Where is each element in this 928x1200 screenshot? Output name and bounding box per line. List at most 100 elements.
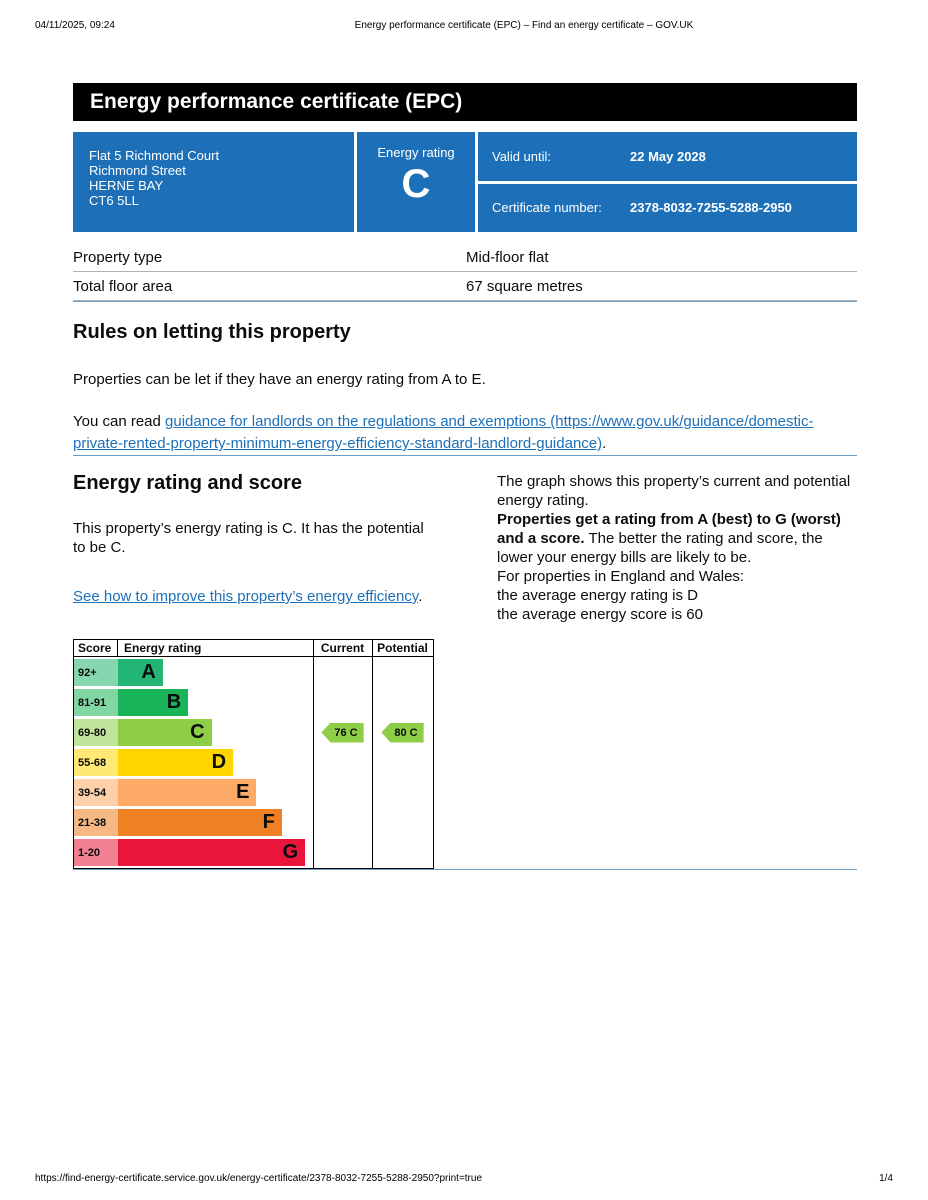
potential-rating-cell: 80 C xyxy=(372,719,433,746)
address-line-4: CT6 5LL xyxy=(89,193,139,208)
property-address: Flat 5 Richmond Court Richmond Street HE… xyxy=(73,132,354,232)
improve-paragraph-suffix: . xyxy=(418,588,423,605)
energy-rating-value: C xyxy=(401,162,431,206)
band-score-range: 1-20 xyxy=(74,839,118,866)
rules-paragraph-2-prefix: You can read xyxy=(73,413,166,430)
average-score-line: the average energy score is 60 xyxy=(497,606,703,623)
rules-paragraph-1: Properties can be let if they have an en… xyxy=(73,371,486,388)
print-page-title: Energy performance certificate (EPC) – F… xyxy=(354,20,694,31)
potential-rating-cell xyxy=(372,659,433,686)
main-content: Energy performance certificate (EPC) Fla… xyxy=(73,83,857,870)
page: 04/11/2025, 09:24 Energy performance cer… xyxy=(35,20,893,1184)
chart-header-row: Score Energy rating Current Potential xyxy=(74,640,433,657)
current-rating-cell xyxy=(313,809,372,836)
band-score-range: 81-91 xyxy=(74,689,118,716)
chart-column-divider xyxy=(372,640,373,868)
epc-banner-title: Energy performance certificate (EPC) xyxy=(90,90,463,113)
average-rating-line: the average energy rating is D xyxy=(497,587,698,604)
rating-explainer-rest: The better the rating and score, the low… xyxy=(497,530,823,566)
improve-paragraph: See how to improve this property’s energ… xyxy=(73,587,434,606)
certificate-summary-box: Flat 5 Richmond Court Richmond Street HE… xyxy=(73,132,857,232)
floor-area-label: Total floor area xyxy=(73,277,173,295)
rating-section-right: The graph shows this property’s current … xyxy=(497,472,857,869)
band-score-range: 39-54 xyxy=(74,779,118,806)
band-bar: E xyxy=(118,779,257,806)
epc-band-row-f: 21-38 F xyxy=(74,809,433,836)
address-line-3: HERNE BAY xyxy=(89,178,164,193)
current-rating-cell: 76 C xyxy=(313,719,372,746)
band-bar-zone: B xyxy=(118,689,313,716)
potential-rating-cell xyxy=(372,809,433,836)
property-type-value: Mid-floor flat xyxy=(466,248,549,266)
band-bar-zone: F xyxy=(118,809,313,836)
valid-until-label: Valid until: xyxy=(492,148,552,164)
band-bar: B xyxy=(118,689,189,716)
chart-header-potential: Potential xyxy=(377,641,428,655)
band-bar: C xyxy=(118,719,212,746)
valid-until-row: Valid until: 22 May 2028 xyxy=(478,132,857,181)
band-bar-zone: G xyxy=(118,839,313,866)
epc-banner: Energy performance certificate (EPC) xyxy=(73,83,857,121)
print-footer: https://find-energy-certificate.service.… xyxy=(35,1173,893,1184)
address-line-2: Richmond Street xyxy=(89,163,186,178)
rating-arrow-tag: 80 C xyxy=(381,722,424,743)
band-score-range: 55-68 xyxy=(74,749,118,776)
table-row: Property type Mid-floor flat xyxy=(73,243,857,272)
print-datetime: 04/11/2025, 09:24 xyxy=(35,20,115,31)
energy-rating-label: Energy rating xyxy=(377,145,455,160)
property-facts-table: Property type Mid-floor flat Total floor… xyxy=(73,243,857,301)
band-bar: G xyxy=(118,839,306,866)
rating-section-left: Energy rating and score This property’s … xyxy=(73,472,434,869)
epc-band-row-g: 1-20 G xyxy=(74,839,433,866)
current-rating-cell xyxy=(313,689,372,716)
improve-efficiency-link[interactable]: See how to improve this property’s energ… xyxy=(73,588,419,605)
chart-column-divider xyxy=(313,640,314,868)
address-line-1: Flat 5 Richmond Court xyxy=(89,148,220,163)
section-divider xyxy=(73,301,857,302)
band-bar-zone: D xyxy=(118,749,313,776)
certificate-meta-panel: Valid until: 22 May 2028 Certificate num… xyxy=(478,132,857,232)
current-rating-cell xyxy=(313,749,372,776)
band-score-range: 92+ xyxy=(74,659,118,686)
rating-paragraph: This property’s energy rating is C. It h… xyxy=(73,520,424,556)
current-rating-cell xyxy=(313,779,372,806)
floor-area-value: 67 square metres xyxy=(466,277,583,295)
chart-header-current: Current xyxy=(320,641,365,655)
epc-band-row-e: 39-54 E xyxy=(74,779,433,806)
current-rating-cell xyxy=(313,839,372,866)
valid-until-value: 22 May 2028 xyxy=(630,148,706,164)
print-page-number: 1/4 xyxy=(879,1173,893,1184)
current-rating-cell xyxy=(313,659,372,686)
chart-header-score: Score xyxy=(74,640,118,656)
averages-paragraph: the average energy rating is D the avera… xyxy=(497,586,857,624)
landlord-guidance-link[interactable]: guidance for landlords on the regulation… xyxy=(73,413,814,452)
band-score-range: 69-80 xyxy=(74,719,118,746)
print-url: https://find-energy-certificate.service.… xyxy=(35,1173,483,1184)
potential-rating-cell xyxy=(372,689,433,716)
band-bar: F xyxy=(118,809,282,836)
rating-explainer-paragraph: Properties get a rating from A (best) to… xyxy=(497,510,857,567)
potential-rating-cell xyxy=(372,779,433,806)
energy-rating-chart: Score Energy rating Current Potential 92… xyxy=(73,639,434,869)
epc-band-row-a: 92+ A xyxy=(74,659,433,686)
epc-band-row-d: 55-68 D xyxy=(74,749,433,776)
rating-heading: Energy rating and score xyxy=(73,472,302,494)
graph-explainer-paragraph: The graph shows this property’s current … xyxy=(497,473,851,509)
certificate-number-value: 2378-8032-7255-5288-2950 xyxy=(630,200,792,216)
rules-paragraph-2-suffix: . xyxy=(602,435,607,452)
band-bar: D xyxy=(118,749,234,776)
band-bar: A xyxy=(118,659,163,686)
band-bar-zone: C xyxy=(118,719,313,746)
table-row: Total floor area 67 square metres xyxy=(73,272,857,301)
band-score-range: 21-38 xyxy=(74,809,118,836)
chart-header-rating: Energy rating xyxy=(124,641,202,655)
epc-bands: 92+ A 81-91 B 69-80 C 76 C 80 C 55-68 D 39-54 E 21-3… xyxy=(74,657,433,866)
energy-rating-panel: Energy rating C xyxy=(357,132,475,232)
epc-band-row-c: 69-80 C 76 C 80 C xyxy=(74,719,433,746)
rating-section: Energy rating and score This property’s … xyxy=(73,472,857,869)
section-divider xyxy=(73,869,857,870)
potential-rating-cell xyxy=(372,839,433,866)
property-type-label: Property type xyxy=(73,248,163,266)
section-divider xyxy=(73,455,857,456)
rating-arrow-tag: 76 C xyxy=(321,722,364,743)
